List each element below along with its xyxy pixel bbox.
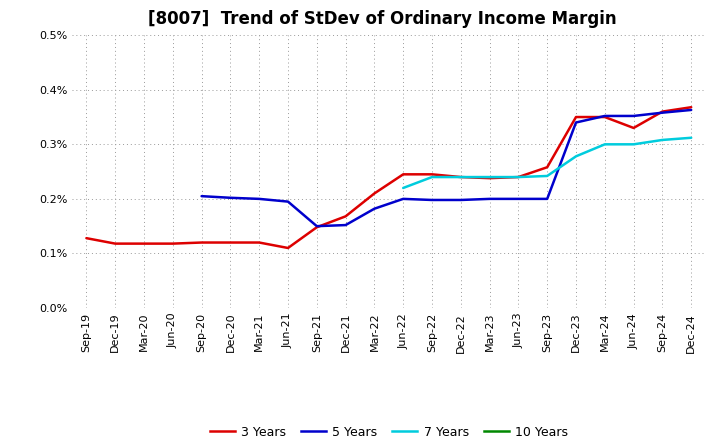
Legend: 3 Years, 5 Years, 7 Years, 10 Years: 3 Years, 5 Years, 7 Years, 10 Years [204, 421, 573, 440]
Text: [8007]  Trend of StDev of Ordinary Income Margin: [8007] Trend of StDev of Ordinary Income… [148, 10, 616, 28]
